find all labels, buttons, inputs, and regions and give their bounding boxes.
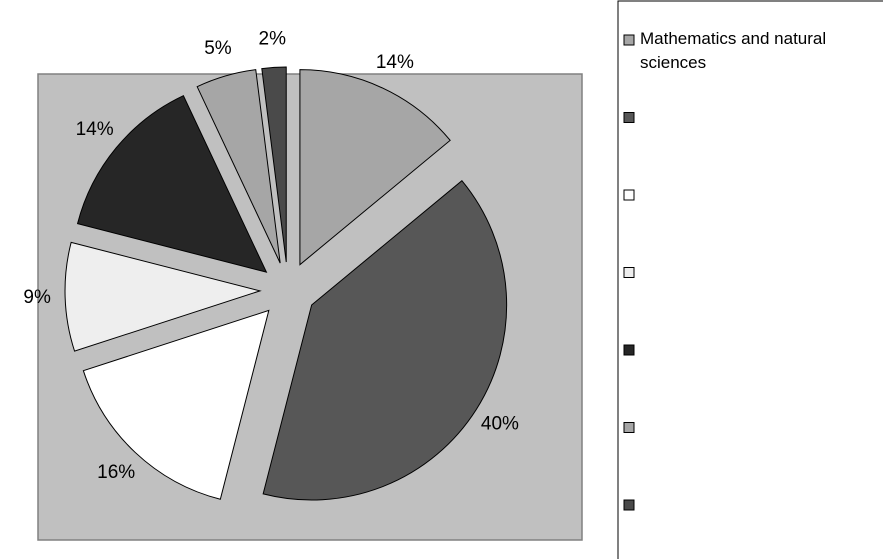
legend-swatch	[623, 267, 635, 278]
pie-slice	[64, 241, 262, 352]
legend-label: Mathematics and natural sciences	[640, 29, 826, 72]
data-label: 9%	[23, 287, 51, 308]
pie-slice	[82, 309, 270, 500]
pie-slice	[299, 69, 451, 266]
pie-slice	[76, 95, 268, 273]
legend-swatch	[623, 189, 635, 201]
legend-swatch	[623, 422, 635, 433]
legend-box	[617, 0, 883, 559]
data-label: 5%	[204, 38, 232, 59]
data-label: 40%	[481, 414, 519, 435]
pie-slice	[262, 180, 508, 501]
data-label: 14%	[76, 119, 114, 140]
legend-swatch	[623, 34, 635, 46]
pie-slice	[196, 69, 281, 264]
data-label: 2%	[259, 29, 287, 50]
legend-swatch	[623, 344, 635, 356]
data-label: 14%	[376, 52, 414, 73]
legend: Mathematics and natural sciences	[623, 29, 826, 511]
pie-slice	[261, 66, 287, 263]
legend-swatch	[623, 499, 635, 511]
pie: 14% 40% 16% 9% 14% 5% 2%	[23, 29, 519, 501]
legend-swatch	[623, 112, 635, 123]
data-label: 16%	[97, 462, 135, 483]
